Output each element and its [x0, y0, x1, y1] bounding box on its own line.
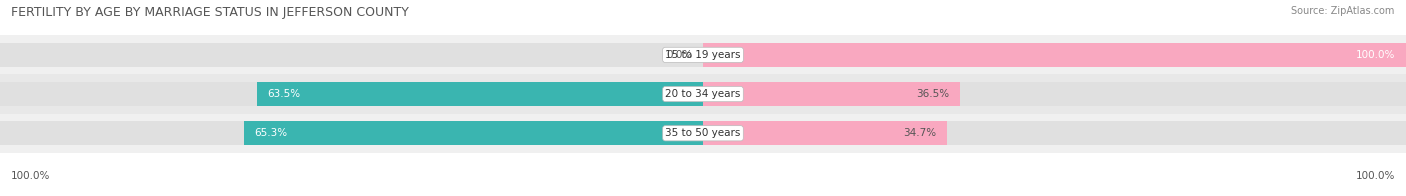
Bar [0, 121, 703, 145]
Bar [703, 43, 1406, 67]
Text: 65.3%: 65.3% [254, 128, 288, 138]
Text: 63.5%: 63.5% [267, 89, 301, 99]
Bar [0, 35, 1406, 74]
Bar [0, 82, 703, 106]
Text: FERTILITY BY AGE BY MARRIAGE STATUS IN JEFFERSON COUNTY: FERTILITY BY AGE BY MARRIAGE STATUS IN J… [11, 6, 409, 19]
Text: 35 to 50 years: 35 to 50 years [665, 128, 741, 138]
Text: 36.5%: 36.5% [915, 89, 949, 99]
Text: 15 to 19 years: 15 to 19 years [665, 50, 741, 60]
Bar [245, 121, 703, 145]
Text: Source: ZipAtlas.com: Source: ZipAtlas.com [1291, 6, 1395, 16]
Bar [256, 82, 703, 106]
Bar [703, 43, 1406, 67]
Bar [0, 114, 1406, 153]
Bar [703, 121, 948, 145]
Text: 0.0%: 0.0% [666, 50, 693, 60]
Text: 100.0%: 100.0% [1355, 171, 1395, 181]
Text: 34.7%: 34.7% [903, 128, 936, 138]
Bar [703, 82, 1406, 106]
Bar [0, 43, 703, 67]
Bar [703, 121, 1406, 145]
Text: 20 to 34 years: 20 to 34 years [665, 89, 741, 99]
Bar [703, 82, 960, 106]
Text: 100.0%: 100.0% [11, 171, 51, 181]
Text: 100.0%: 100.0% [1355, 50, 1395, 60]
Bar [0, 74, 1406, 114]
